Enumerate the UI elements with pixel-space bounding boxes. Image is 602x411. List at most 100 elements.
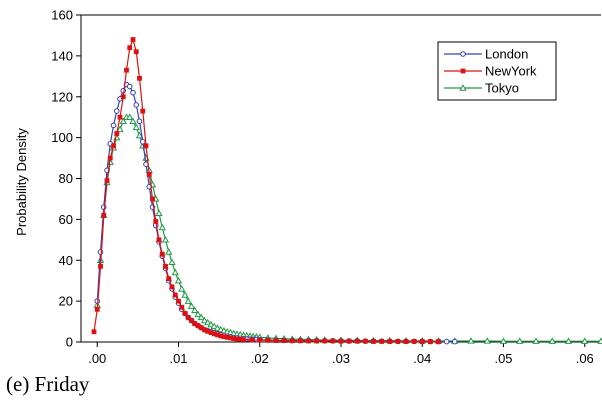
series-line-london <box>96 83 455 343</box>
data-point-tokyo <box>210 322 218 330</box>
data-point-newyork <box>211 331 217 337</box>
data-point-newyork <box>208 330 214 335</box>
data-point-newyork <box>403 338 409 344</box>
data-point-newyork <box>169 284 175 290</box>
data-point-tokyo <box>119 117 127 124</box>
figure-caption: (e) Friday <box>6 372 90 396</box>
data-point-newyork <box>241 337 246 342</box>
x-tick-label: .03 <box>332 351 350 366</box>
data-point-newyork <box>234 336 240 342</box>
data-point-newyork <box>163 263 168 269</box>
data-point-newyork <box>297 338 303 344</box>
x-tick-label: .05 <box>494 351 512 366</box>
data-point-newyork <box>127 45 133 51</box>
data-point-london <box>100 204 107 210</box>
data-point-newyork <box>237 336 243 342</box>
data-point-tokyo <box>158 223 166 231</box>
y-tick-label: 160 <box>51 8 73 23</box>
data-point-tokyo <box>171 268 179 276</box>
data-point-london <box>126 83 133 90</box>
data-point-newyork <box>91 329 97 335</box>
x-tick-label: .01 <box>169 351 187 366</box>
data-point-tokyo <box>564 337 573 344</box>
data-point-newyork <box>111 143 116 149</box>
data-point-london <box>139 138 146 145</box>
data-point-newyork <box>362 338 368 344</box>
data-point-newyork <box>314 338 320 344</box>
x-tick-label: .02 <box>251 351 269 366</box>
data-point-tokyo <box>516 337 524 344</box>
data-point-tokyo <box>548 337 556 344</box>
data-point-tokyo <box>200 316 209 324</box>
data-point-tokyo <box>165 248 173 255</box>
legend-marker-newyork <box>460 68 466 74</box>
x-tick-label: .04 <box>413 351 431 366</box>
y-tick-label: 140 <box>51 48 73 63</box>
legend-marker-london <box>460 51 466 57</box>
y-tick-label: 40 <box>59 253 73 268</box>
data-point-newyork <box>117 114 123 120</box>
x-tick-label: .06 <box>576 351 594 366</box>
data-point-tokyo <box>597 337 602 344</box>
data-point-newyork <box>379 338 385 344</box>
y-tick-label: 20 <box>59 294 73 309</box>
data-point-newyork <box>281 338 287 343</box>
data-point-newyork <box>387 338 393 344</box>
data-point-newyork <box>166 276 172 282</box>
data-point-tokyo <box>483 337 491 344</box>
data-point-newyork <box>419 338 425 344</box>
data-point-tokyo <box>184 297 192 304</box>
data-point-newyork <box>137 75 142 81</box>
data-point-newyork <box>143 143 149 149</box>
data-point-newyork <box>172 292 178 298</box>
x-tick-label: .00 <box>88 351 106 366</box>
data-point-tokyo <box>135 131 144 139</box>
data-point-newyork <box>228 335 233 341</box>
data-point-newyork <box>192 321 198 327</box>
data-point-newyork <box>395 338 401 344</box>
data-point-newyork <box>198 325 204 331</box>
data-point-newyork <box>221 334 227 340</box>
data-point-newyork <box>94 306 100 312</box>
data-point-newyork <box>411 338 417 344</box>
data-point-london <box>443 338 450 345</box>
data-point-newyork <box>436 339 441 344</box>
data-point-london <box>113 108 120 114</box>
data-point-newyork <box>140 108 146 114</box>
data-point-london <box>130 89 136 96</box>
data-point-newyork <box>133 49 139 55</box>
data-point-newyork <box>182 310 188 316</box>
data-point-tokyo <box>161 235 170 243</box>
data-point-tokyo <box>187 302 196 309</box>
data-point-tokyo <box>168 258 176 265</box>
data-point-newyork <box>156 237 162 243</box>
data-point-newyork <box>153 219 159 224</box>
data-point-newyork <box>120 94 126 100</box>
data-point-tokyo <box>207 320 215 328</box>
data-point-newyork <box>289 338 295 344</box>
data-point-newyork <box>101 212 107 218</box>
data-point-tokyo <box>194 310 202 318</box>
data-point-newyork <box>205 328 211 334</box>
data-point-newyork <box>322 338 328 344</box>
data-point-tokyo <box>126 113 134 120</box>
data-point-tokyo <box>174 276 183 284</box>
series-line-tokyo <box>96 116 601 342</box>
data-point-newyork <box>179 304 185 310</box>
y-tick-label: 60 <box>59 212 73 227</box>
data-point-tokyo <box>155 209 163 216</box>
data-point-newyork <box>338 338 344 344</box>
data-point-newyork <box>176 298 181 304</box>
data-point-tokyo <box>204 318 212 326</box>
data-point-newyork <box>185 315 191 320</box>
data-point-newyork <box>124 67 129 73</box>
data-point-newyork <box>330 338 336 344</box>
data-point-london <box>110 122 117 129</box>
data-point-tokyo <box>499 337 508 344</box>
data-point-tokyo <box>581 337 589 344</box>
data-point-newyork <box>107 155 113 161</box>
data-point-tokyo <box>178 285 186 292</box>
data-point-tokyo <box>197 313 205 321</box>
data-point-newyork <box>195 323 201 329</box>
